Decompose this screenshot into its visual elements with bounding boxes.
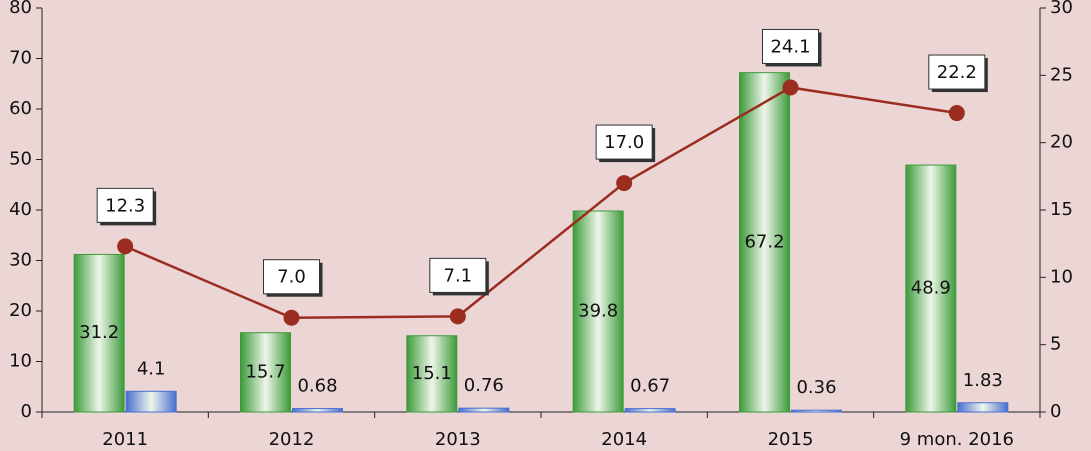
- value-label: 67.2: [744, 231, 784, 252]
- x-tick-label: 2013: [435, 429, 481, 450]
- y-tick-label: 0: [21, 401, 32, 422]
- point: [283, 309, 300, 326]
- bar: [739, 72, 790, 413]
- line: [124, 86, 958, 319]
- y-tick-label: 10: [9, 351, 32, 372]
- value-label: 15.7: [245, 361, 285, 382]
- value-label: 4.1: [137, 358, 166, 379]
- bar: [458, 407, 510, 413]
- bar: [957, 402, 1009, 413]
- value-label: 17.0: [604, 132, 644, 153]
- y2-tick-label: 15: [1050, 199, 1073, 220]
- point: [117, 238, 134, 255]
- bar: [292, 408, 343, 413]
- bar: [905, 164, 957, 413]
- x-tick-label: 2011: [102, 429, 148, 450]
- x-tick-label: 2012: [269, 429, 315, 450]
- value-label: 0.68: [297, 376, 337, 397]
- value-label: 1.83: [963, 370, 1003, 391]
- x-tick-label: 2014: [601, 429, 647, 450]
- y-tick-label: 80: [9, 0, 32, 18]
- label-box: [263, 259, 320, 295]
- y-tick-label: 60: [9, 98, 32, 119]
- y-tick-label: 20: [9, 300, 32, 321]
- value-label: 0.76: [464, 375, 504, 396]
- bar: [572, 210, 624, 413]
- value-label: 0.36: [796, 377, 836, 398]
- label-box: [96, 187, 154, 223]
- y2-tick-label: 20: [1050, 132, 1073, 153]
- value-label: 24.1: [770, 36, 810, 57]
- value-label: 12.3: [105, 195, 145, 216]
- point: [449, 308, 466, 325]
- point: [782, 79, 799, 96]
- point: [948, 105, 965, 122]
- bar: [624, 408, 676, 413]
- label-box: [595, 124, 653, 160]
- y-tick-label: 40: [9, 199, 32, 220]
- bar: [791, 409, 842, 413]
- y2-tick-label: 25: [1050, 64, 1073, 85]
- bar: [406, 335, 458, 413]
- y-tick-label: 50: [9, 149, 32, 170]
- y2-tick-label: 30: [1050, 0, 1073, 18]
- bar: [240, 332, 291, 413]
- y2-tick-label: 10: [1050, 266, 1073, 287]
- point: [616, 175, 633, 192]
- bar: [73, 253, 125, 413]
- y-tick-label: 30: [9, 250, 32, 271]
- y2-tick-label: 0: [1050, 401, 1061, 422]
- bar: [125, 390, 177, 413]
- value-label: 31.2: [79, 322, 119, 343]
- y-tick-label: 70: [9, 48, 32, 69]
- y2-tick-label: 5: [1050, 334, 1061, 355]
- x-tick-label: 2015: [768, 429, 814, 450]
- value-label: 7.1: [444, 265, 473, 286]
- x-tick-label: 9 mon. 2016: [900, 429, 1014, 450]
- value-label: 48.9: [911, 278, 951, 299]
- value-label: 15.1: [412, 363, 452, 384]
- label-box: [762, 28, 819, 64]
- value-label: 7.0: [277, 267, 306, 288]
- label-box: [928, 54, 986, 90]
- value-label: 39.8: [578, 301, 618, 322]
- value-label: 22.2: [937, 62, 977, 83]
- value-label: 0.67: [630, 376, 670, 397]
- label-box: [429, 257, 487, 293]
